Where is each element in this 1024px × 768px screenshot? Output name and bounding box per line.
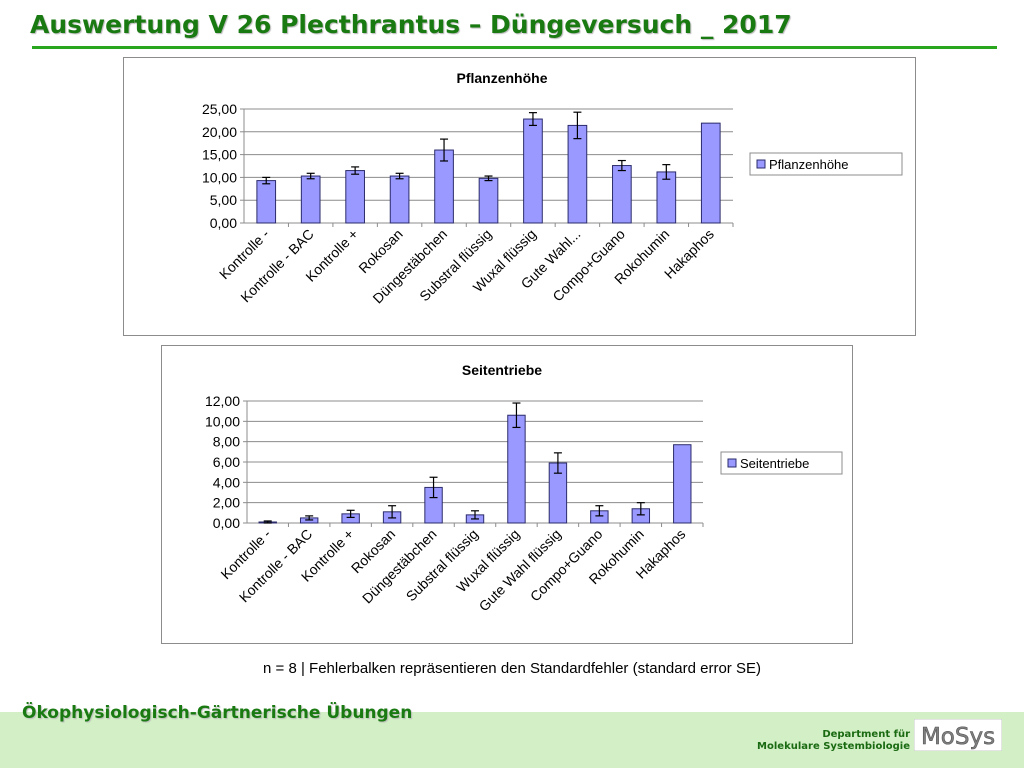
department-line-1: Department für	[822, 729, 910, 740]
y-tick-label: 8,00	[213, 434, 240, 450]
bar	[300, 175, 321, 224]
footer-band	[0, 712, 1024, 768]
chart-seitentriebe: Seitentriebe 0,00 2,00 4,00 6,00 8,00 10,00 12,…	[161, 345, 853, 644]
y-tick-label: 25,00	[202, 101, 237, 117]
y-tick-label: 20,00	[202, 124, 237, 140]
bar	[507, 414, 526, 524]
bar	[345, 170, 365, 224]
bar	[567, 124, 588, 224]
chart-title: Pflanzenhöhe	[456, 70, 547, 86]
course-name: Ökophysiologisch-Gärtnerische Übungen	[22, 703, 413, 723]
bar	[478, 177, 499, 224]
footnote: n = 8 | Fehlerbalken repräsentieren den …	[263, 660, 761, 677]
legend-swatch	[727, 458, 737, 468]
y-tick-label: 2,00	[213, 495, 240, 511]
legend-label: Pflanzenhöhe	[769, 157, 849, 172]
department-line-2: Molekulare Systembiologie	[757, 741, 910, 752]
chart-seitentriebe-svg: Seitentriebe 0,00 2,00 4,00 6,00 8,00 10,00 12,…	[205, 362, 843, 614]
legend-box	[749, 152, 903, 176]
bar	[389, 175, 410, 224]
x-tick-label: Düngestäbchen	[359, 526, 440, 607]
y-tick-label: 4,00	[213, 474, 240, 490]
y-tick-label: 6,00	[213, 454, 240, 470]
y-tick-label: 0,00	[210, 215, 237, 231]
x-tick-label: Kontrolle - BAC	[236, 526, 316, 606]
y-tick-label: 5,00	[210, 192, 237, 208]
bar	[700, 122, 721, 224]
y-tick-label: 10,00	[202, 169, 237, 185]
logo-text: MoSys	[921, 724, 995, 750]
legend-label: Seitentriebe	[740, 456, 809, 471]
x-tick-label: Substral flüssig	[403, 526, 481, 604]
chart-pflanzenhoehe-svg: Pflanzenhöhe 0,00 5,00 10,00 15,00 20,00 25,00…	[202, 70, 903, 306]
legend-swatch	[756, 159, 766, 169]
y-tick-label: 10,00	[205, 413, 240, 429]
chart-pflanzenhoehe: Pflanzenhöhe 0,00 5,00 10,00 15,00 20,00 25,00…	[123, 57, 916, 336]
bar	[673, 444, 692, 524]
y-tick-label: 15,00	[202, 147, 237, 163]
y-tick-label: 12,00	[205, 393, 240, 409]
x-tick-label: Compo+Guano	[527, 526, 606, 605]
slide-title: Auswertung V 26 Plecthrantus – Düngevers…	[30, 10, 792, 39]
title-rule	[32, 46, 997, 49]
chart-title: Seitentriebe	[462, 362, 542, 378]
bar	[612, 165, 632, 224]
y-tick-label: 0,00	[213, 515, 240, 531]
bar	[256, 180, 277, 224]
department-label: Department für Molekulare Systembiologie	[757, 729, 910, 753]
bar	[523, 118, 543, 224]
mosys-logo: MoSys	[914, 719, 1002, 751]
legend-box	[720, 451, 843, 475]
